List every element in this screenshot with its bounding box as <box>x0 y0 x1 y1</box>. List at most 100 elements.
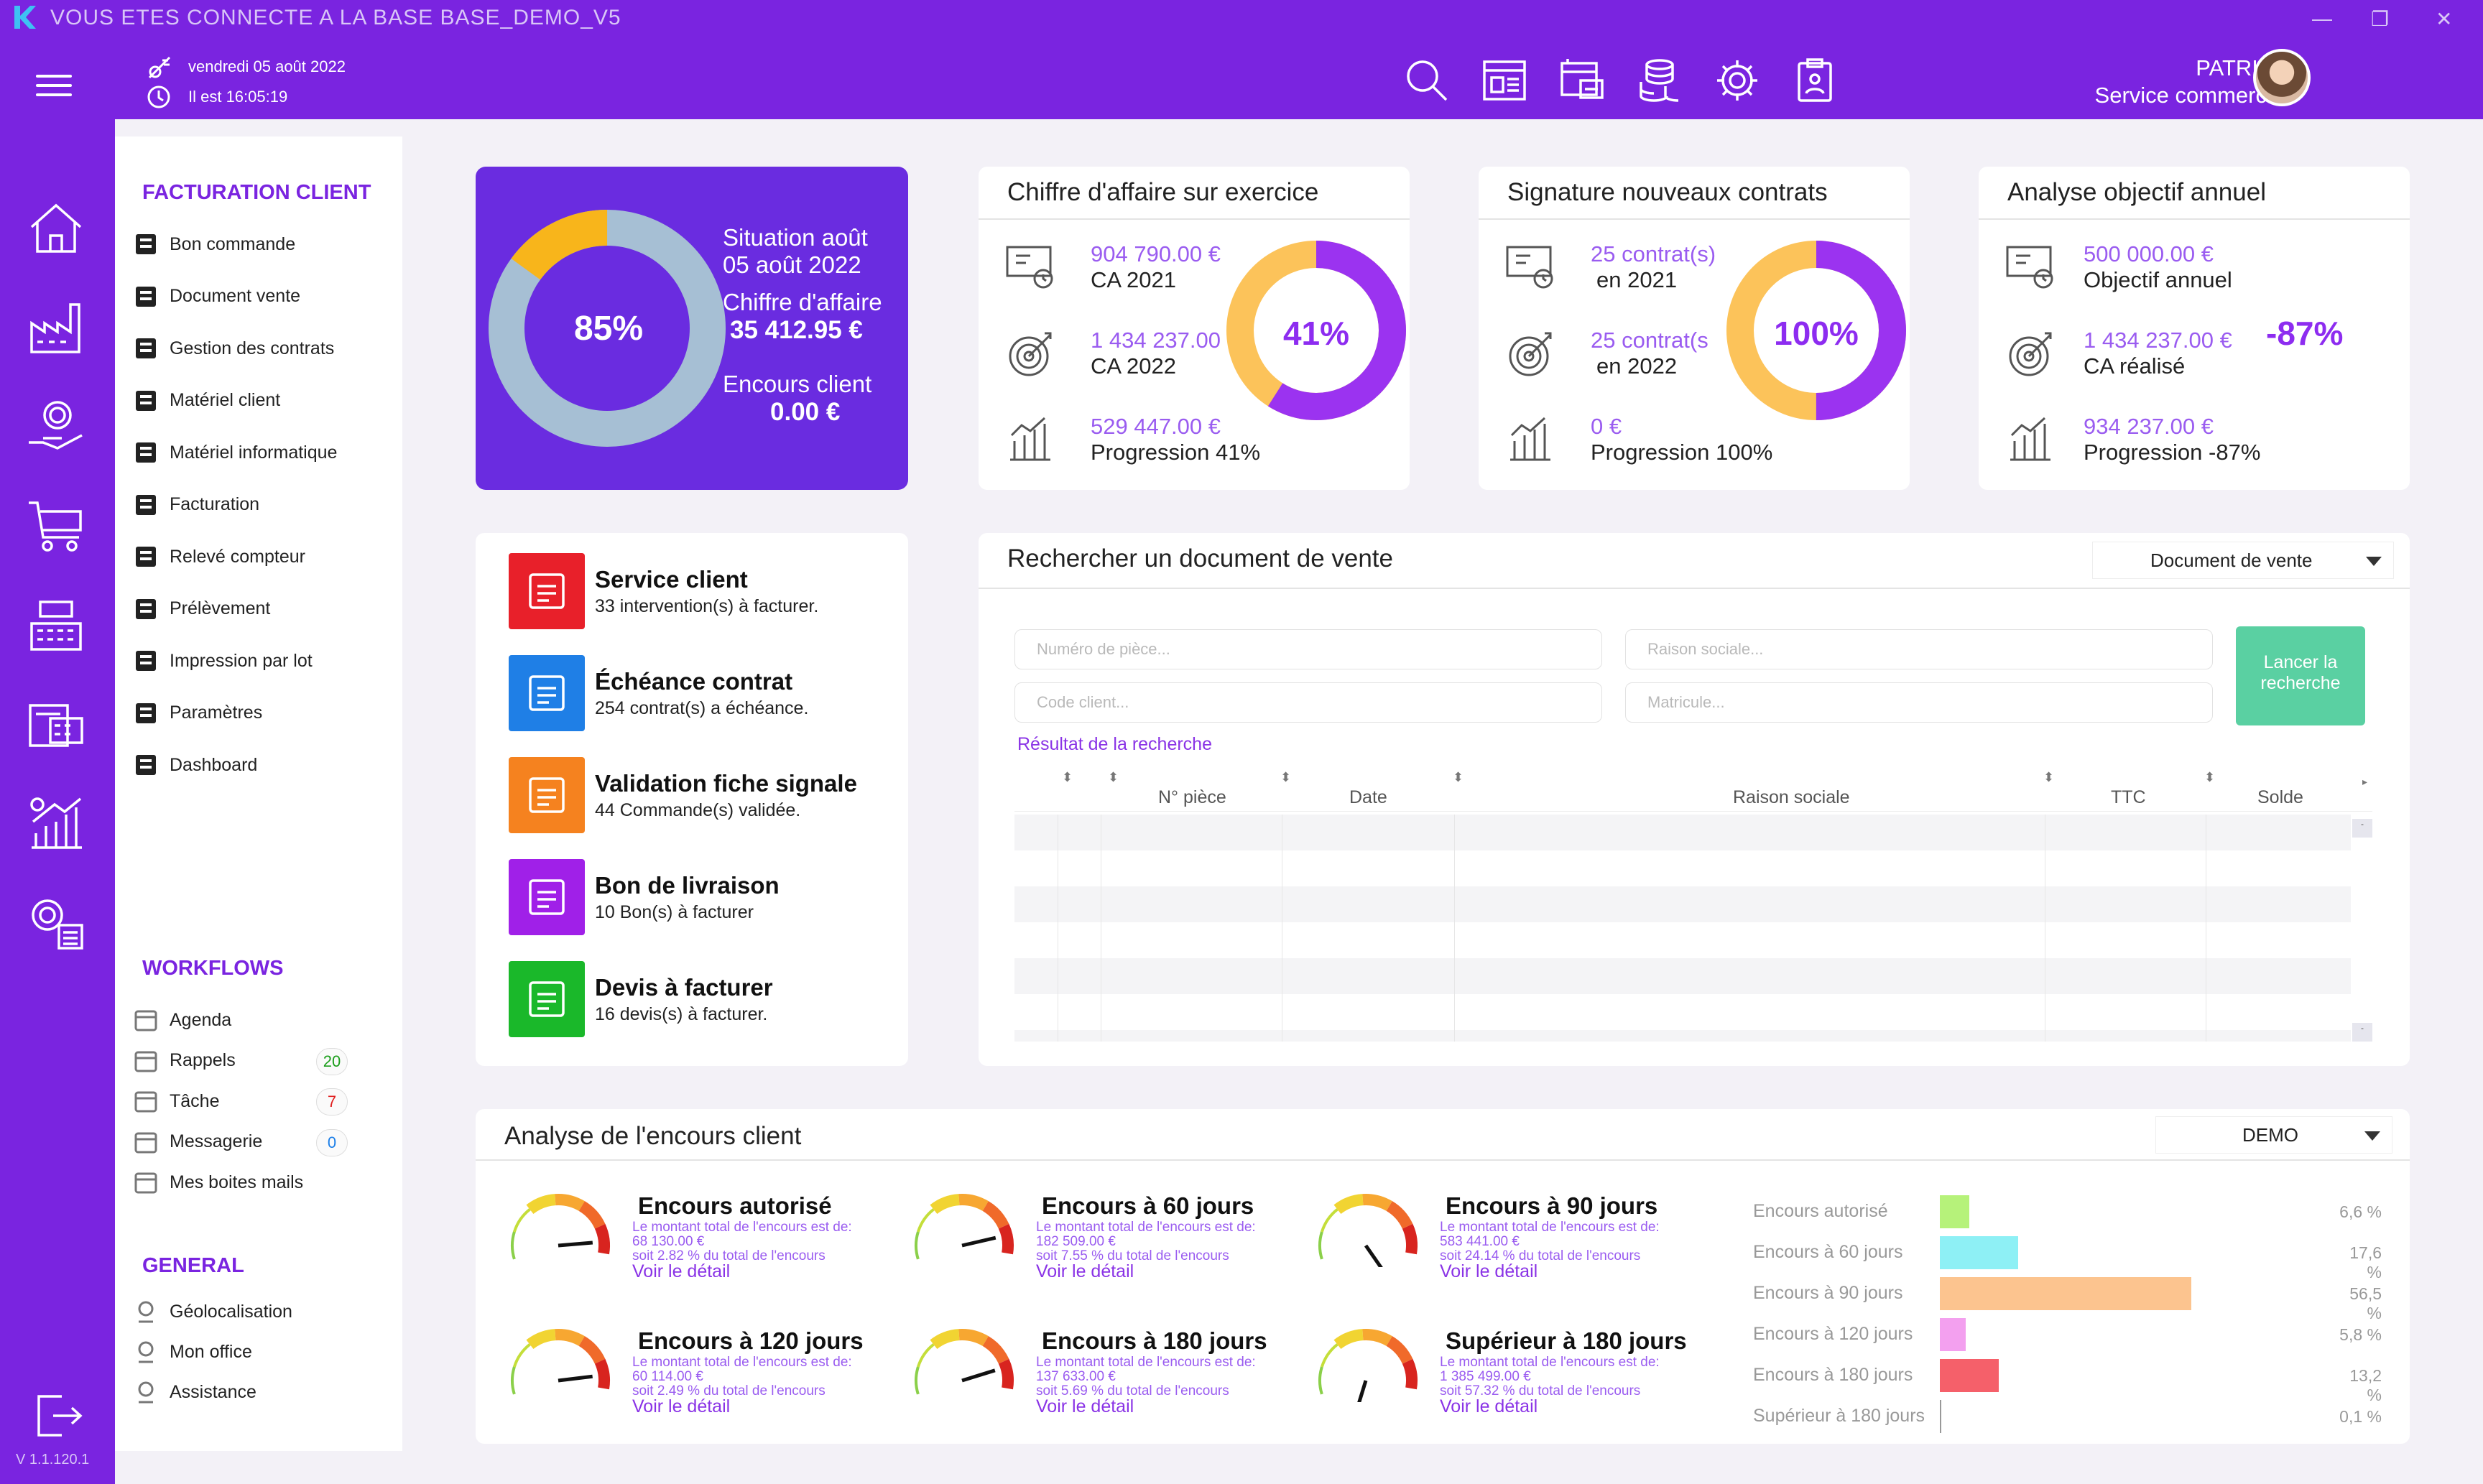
workflow-title[interactable]: Échéance contrat <box>595 668 793 695</box>
sidebar-item-t-che[interactable]: Tâche <box>131 1087 219 1116</box>
app-logo-icon <box>14 6 36 29</box>
column-header-solde[interactable]: Solde <box>2257 787 2303 807</box>
layout-icon[interactable] <box>1481 57 1527 103</box>
client-code-input[interactable]: Code client... <box>1014 682 1602 723</box>
sort-icon[interactable]: ⬍ <box>1453 770 1464 784</box>
workflow-icon[interactable] <box>509 655 585 731</box>
document-type-select[interactable]: Document de vente <box>2092 542 2394 579</box>
sidebar-item-rappels[interactable]: Rappels <box>131 1047 236 1075</box>
table-row[interactable] <box>1014 958 2351 994</box>
sidebar-item-mat-riel-client[interactable]: Matériel client <box>131 386 280 415</box>
sidebar-item-document-vente[interactable]: Document vente <box>131 282 300 311</box>
workflow-title[interactable]: Devis à facturer <box>595 974 773 1001</box>
sidebar-item-param-tres[interactable]: Paramètres <box>131 699 262 728</box>
gauge-amount: 583 441.00 € <box>1440 1234 1520 1249</box>
close-icon[interactable]: ✕ <box>2436 8 2453 30</box>
column-header-piece[interactable]: N° pièce <box>1158 787 1226 807</box>
gauge-title: Encours à 120 jours <box>638 1327 864 1354</box>
workflow-icon[interactable] <box>509 961 585 1037</box>
table-row[interactable] <box>1014 886 2351 922</box>
chart-growth-icon[interactable] <box>26 793 86 853</box>
search-icon[interactable] <box>1404 57 1450 103</box>
view-detail-link[interactable]: Voir le détail <box>1440 1261 1538 1281</box>
matricule-input[interactable]: Matricule... <box>1625 682 2213 723</box>
clock-icon <box>147 85 170 108</box>
sort-icon[interactable]: ⬍ <box>1108 770 1119 784</box>
weather-icon <box>148 56 171 79</box>
workflow-title[interactable]: Validation fiche signale <box>595 770 857 797</box>
factory-icon[interactable] <box>26 297 86 358</box>
gauge <box>1318 1194 1418 1267</box>
kpi-label-2: CA réalisé <box>2084 353 2186 379</box>
scroll-up-button[interactable]: - <box>2352 819 2372 838</box>
settings-list-icon[interactable] <box>26 892 86 952</box>
table-row[interactable] <box>1014 850 2351 886</box>
coins-icon[interactable] <box>1637 57 1683 103</box>
home-icon[interactable] <box>26 198 86 259</box>
hamburger-menu-icon[interactable] <box>36 75 72 96</box>
sidebar-item-mon-office[interactable]: Mon office <box>131 1337 252 1366</box>
current-time: Il est 16:05:19 <box>188 88 288 106</box>
logout-icon[interactable] <box>33 1391 83 1441</box>
view-detail-link[interactable]: Voir le détail <box>632 1396 731 1416</box>
workflow-title[interactable]: Service client <box>595 566 748 593</box>
card-browser-icon[interactable] <box>1559 57 1605 103</box>
search-button[interactable]: Lancer la recherche <box>2236 626 2365 725</box>
table-row[interactable] <box>1014 922 2351 958</box>
sidebar-item-assistance[interactable]: Assistance <box>131 1378 256 1406</box>
minimize-icon[interactable]: — <box>2312 7 2332 29</box>
sidebar-item-impression-par-lot[interactable]: Impression par lot <box>131 646 313 675</box>
column-header-raison[interactable]: Raison sociale <box>1733 787 1850 807</box>
sidebar-item-gestion-des-contrats[interactable]: Gestion des contrats <box>131 334 334 363</box>
sidebar-item-mat-riel-informatique[interactable]: Matériel informatique <box>131 438 337 467</box>
sidebar-item-label: Rappels <box>170 1050 236 1070</box>
encours-selector[interactable]: DEMO <box>2155 1116 2392 1154</box>
sort-icon[interactable]: ⬍ <box>2204 770 2216 784</box>
table-row[interactable] <box>1014 815 2351 850</box>
bar-label: Encours à 120 jours <box>1753 1324 1913 1344</box>
cart-icon[interactable] <box>26 496 86 556</box>
sort-icon[interactable]: ⬍ <box>2043 770 2055 784</box>
workflow-icon[interactable] <box>509 859 585 935</box>
search-card: Rechercher un document de vente Document… <box>979 533 2410 1066</box>
clipboard-icon[interactable] <box>1792 57 1838 103</box>
workflow-title[interactable]: Bon de livraison <box>595 872 780 899</box>
view-detail-link[interactable]: Voir le détail <box>632 1261 731 1281</box>
sidebar-item-facturation[interactable]: Facturation <box>131 491 259 519</box>
sidebar-item-pr-l-vement[interactable]: Prélèvement <box>131 595 270 623</box>
sort-icon[interactable]: ⬍ <box>1062 770 1073 784</box>
gear-icon[interactable] <box>1714 57 1760 103</box>
column-header-ttc[interactable]: TTC <box>2111 787 2146 807</box>
raison-sociale-input[interactable]: Raison sociale... <box>1625 629 2213 669</box>
sidebar-item-relev-compteur[interactable]: Relevé compteur <box>131 542 305 571</box>
sidebar-item-bon-commande[interactable]: Bon commande <box>131 230 295 259</box>
calculator-screen-icon[interactable] <box>26 694 86 754</box>
column-header-date[interactable]: Date <box>1349 787 1387 807</box>
expand-icon[interactable]: ▸ <box>2362 776 2368 787</box>
view-detail-link[interactable]: Voir le détail <box>1440 1396 1538 1416</box>
table-header <box>1014 761 2372 812</box>
sidebar-item-mes-boites-mails[interactable]: Mes boites mails <box>131 1168 303 1197</box>
sidebar-item-agenda[interactable]: Agenda <box>131 1006 231 1034</box>
piece-number-input[interactable]: Numéro de pièce... <box>1014 629 1602 669</box>
avatar[interactable] <box>2253 49 2311 106</box>
cash-register-icon[interactable] <box>26 595 86 655</box>
table-row[interactable] <box>1014 994 2351 1030</box>
gear-hand-icon[interactable] <box>26 396 86 457</box>
restore-icon[interactable]: ❐ <box>2371 8 2390 30</box>
sidebar-item-messagerie[interactable]: Messagerie <box>131 1128 262 1156</box>
table-row[interactable] <box>1014 1030 2351 1042</box>
ca-label: Chiffre d'affaire <box>723 289 882 315</box>
sidebar-item-label: Mon office <box>170 1341 252 1362</box>
sidebar-item-g-olocalisation[interactable]: Géolocalisation <box>131 1297 292 1326</box>
workflow-icon[interactable] <box>509 757 585 833</box>
workflow-icon[interactable] <box>509 553 585 629</box>
view-detail-link[interactable]: Voir le détail <box>1036 1261 1134 1281</box>
kpi-label-1: CA 2021 <box>1091 267 1176 292</box>
scroll-down-button[interactable]: - <box>2352 1023 2372 1042</box>
view-detail-link[interactable]: Voir le détail <box>1036 1396 1134 1416</box>
section-title-workflows: WORKFLOWS <box>142 957 284 980</box>
growth-bars-icon <box>1010 417 1050 461</box>
sort-icon[interactable]: ⬍ <box>1280 770 1292 784</box>
sidebar-item-dashboard[interactable]: Dashboard <box>131 751 257 779</box>
